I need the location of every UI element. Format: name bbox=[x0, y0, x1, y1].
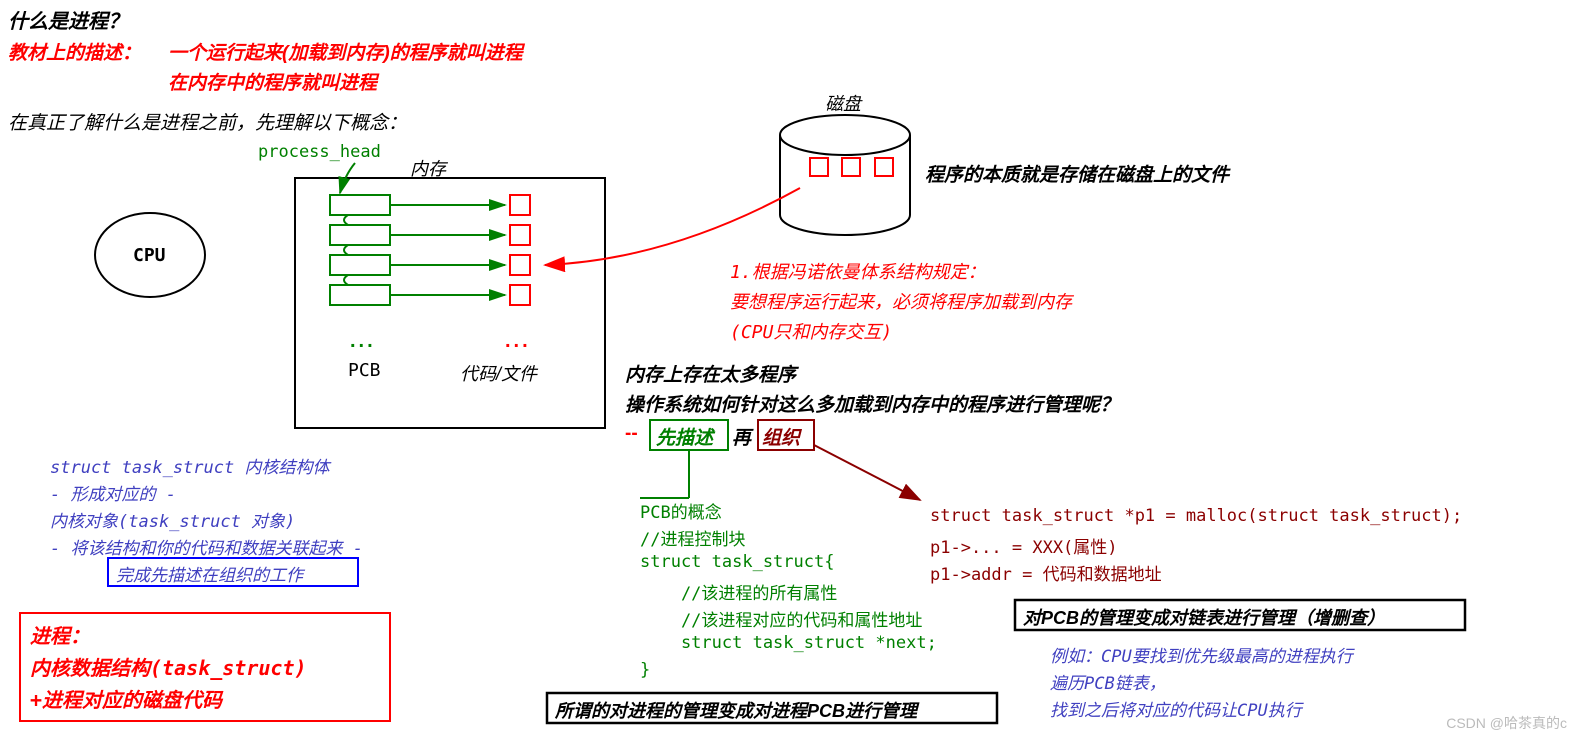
proc-line2: 内核数据结构(task_struct) bbox=[30, 652, 307, 681]
struct-line2: - 形成对应的 - bbox=[50, 480, 176, 505]
vn-line2: 要想程序运行起来，必须将程序加载到内存 bbox=[730, 288, 1072, 314]
answer-describe: 先描述 bbox=[656, 423, 713, 450]
malloc-line1: struct task_struct *p1 = malloc(struct t… bbox=[930, 506, 1462, 526]
textbook-line1: 一个运行起来(加载到内存)的程序就叫进程 bbox=[168, 38, 523, 65]
process-head-label: process_head bbox=[258, 142, 381, 162]
struct-line3: 内核对象(task_struct 对象) bbox=[50, 507, 295, 532]
malloc-line2: p1->... = XXX(属性) bbox=[930, 533, 1118, 558]
example-line3: 找到之后将对应的代码让CPU执行 bbox=[1050, 696, 1302, 721]
vn-line3: (CPU只和内存交互) bbox=[730, 318, 892, 344]
proc-line1: 进程： bbox=[30, 620, 90, 649]
cpu-label: CPU bbox=[133, 245, 166, 266]
memory-title: 内存 bbox=[410, 155, 446, 181]
struct-boxed: 完成先描述在组织的工作 bbox=[116, 561, 303, 586]
conclusion-box-text: 所谓的对进程的管理变成对进程PCB进行管理 bbox=[555, 697, 917, 723]
answer-then: 再 bbox=[732, 423, 751, 450]
proc-line3: +进程对应的磁盘代码 bbox=[30, 684, 222, 713]
textbook-label: 教材上的描述： bbox=[8, 38, 141, 65]
q-line1: 内存上存在太多程序 bbox=[625, 360, 796, 387]
pcb-c-line3: struct task_struct{ bbox=[640, 552, 834, 572]
answer-dashes: -- bbox=[625, 423, 638, 445]
files-label: 代码/文件 bbox=[460, 360, 537, 386]
struct-line1: struct task_struct 内核结构体 bbox=[50, 453, 329, 478]
pcb-mgmt-box-text: 对PCB的管理变成对链表进行管理（增删查） bbox=[1023, 604, 1385, 630]
intro-text: 在真正了解什么是进程之前，先理解以下概念： bbox=[8, 108, 407, 135]
q-line2: 操作系统如何针对这么多加载到内存中的程序进行管理呢？ bbox=[625, 390, 1119, 417]
pcb-c-line5: //该进程对应的代码和属性地址 bbox=[640, 606, 922, 631]
pcb-ellipsis: ... bbox=[350, 330, 376, 353]
memory-box bbox=[295, 178, 605, 428]
pcb-c-line4: //该进程的所有属性 bbox=[640, 579, 837, 604]
watermark: CSDN @哈茶真的c bbox=[1446, 713, 1567, 733]
pcb-label: PCB bbox=[348, 360, 381, 381]
pcb-c-line2: //进程控制块 bbox=[640, 525, 745, 550]
pcb-c-line1: PCB的概念 bbox=[640, 498, 722, 523]
disk-label: 磁盘 bbox=[825, 90, 861, 116]
file-ellipsis: ... bbox=[505, 330, 531, 353]
vn-line1: 1.根据冯诺依曼体系结构规定： bbox=[730, 258, 986, 284]
struct-line4: - 将该结构和你的代码和数据关联起来 - bbox=[50, 534, 363, 559]
example-line1: 例如：CPU要找到优先级最高的进程执行 bbox=[1050, 642, 1353, 667]
textbook-line2: 在内存中的程序就叫进程 bbox=[168, 68, 377, 95]
pcb-c-line7: } bbox=[640, 660, 650, 680]
page-title: 什么是进程？ bbox=[8, 5, 128, 34]
pcb-c-line6: struct task_struct *next; bbox=[640, 633, 937, 653]
example-line2: 遍历PCB链表， bbox=[1050, 669, 1166, 694]
answer-organize: 组织 bbox=[762, 423, 800, 450]
malloc-line3: p1->addr = 代码和数据地址 bbox=[930, 560, 1162, 585]
disk-caption: 程序的本质就是存储在磁盘上的文件 bbox=[925, 160, 1229, 187]
